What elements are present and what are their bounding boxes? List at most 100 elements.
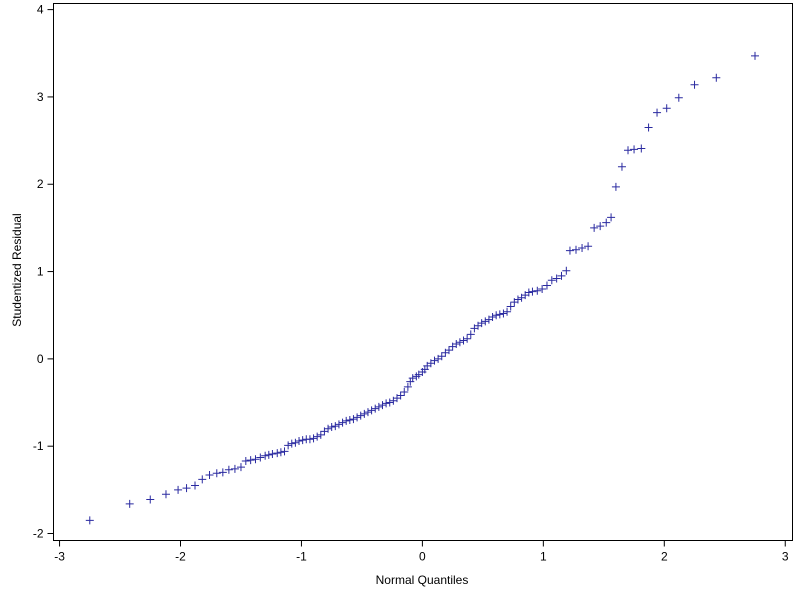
point bbox=[212, 469, 221, 478]
y-tick-label: -2 bbox=[33, 527, 44, 541]
point bbox=[403, 382, 412, 391]
point bbox=[513, 295, 522, 304]
point bbox=[331, 422, 340, 431]
point bbox=[338, 418, 347, 427]
plot-frame bbox=[53, 3, 793, 541]
point bbox=[264, 450, 273, 459]
point bbox=[624, 146, 633, 155]
point bbox=[552, 274, 561, 283]
point bbox=[327, 422, 336, 431]
point bbox=[488, 312, 497, 321]
x-axis-label: Normal Quantiles bbox=[376, 573, 469, 587]
point bbox=[360, 409, 369, 418]
point bbox=[455, 338, 464, 347]
point bbox=[284, 441, 293, 450]
point bbox=[305, 435, 314, 444]
point bbox=[261, 451, 270, 460]
point bbox=[280, 447, 289, 456]
point bbox=[241, 457, 250, 466]
point bbox=[562, 266, 571, 275]
point bbox=[528, 287, 537, 296]
point bbox=[644, 123, 653, 132]
point bbox=[503, 307, 512, 316]
point bbox=[674, 93, 683, 102]
point bbox=[538, 285, 547, 294]
point bbox=[637, 144, 646, 153]
point bbox=[445, 346, 454, 355]
y-tick-label: 1 bbox=[37, 265, 44, 279]
point bbox=[533, 286, 542, 295]
point bbox=[205, 471, 214, 480]
point bbox=[617, 162, 626, 171]
y-tick-label: 4 bbox=[37, 3, 44, 17]
point bbox=[452, 340, 461, 349]
point bbox=[630, 145, 639, 154]
point bbox=[430, 356, 439, 365]
point bbox=[174, 485, 183, 494]
point bbox=[385, 398, 394, 407]
point bbox=[342, 416, 351, 425]
point bbox=[371, 404, 380, 413]
point bbox=[191, 481, 200, 490]
point bbox=[751, 51, 760, 60]
point bbox=[273, 449, 282, 458]
x-tick-label: -3 bbox=[54, 550, 65, 564]
point bbox=[236, 463, 245, 472]
point bbox=[182, 484, 191, 493]
point bbox=[547, 276, 556, 285]
x-tick-label: 0 bbox=[419, 550, 426, 564]
point bbox=[557, 271, 566, 280]
point bbox=[662, 104, 671, 113]
point bbox=[125, 499, 134, 508]
point bbox=[408, 374, 417, 383]
point bbox=[198, 475, 207, 484]
point bbox=[345, 416, 354, 425]
point bbox=[161, 490, 170, 499]
x-tick-label: 3 bbox=[782, 550, 789, 564]
point bbox=[596, 222, 605, 231]
point bbox=[542, 281, 551, 290]
point bbox=[459, 336, 468, 345]
y-tick-label: 3 bbox=[37, 90, 44, 104]
point bbox=[611, 182, 620, 191]
point bbox=[463, 334, 472, 343]
point bbox=[492, 311, 501, 320]
x-tick-label: 2 bbox=[661, 550, 668, 564]
point bbox=[499, 309, 508, 318]
point bbox=[287, 439, 296, 448]
x-tick-label: -1 bbox=[296, 550, 307, 564]
point bbox=[246, 456, 255, 465]
point bbox=[378, 401, 387, 410]
point bbox=[353, 413, 362, 422]
point bbox=[477, 319, 486, 328]
point bbox=[349, 415, 358, 424]
y-axis-label: Studentized Residual bbox=[10, 213, 24, 326]
point bbox=[437, 352, 446, 361]
point bbox=[578, 243, 587, 252]
point bbox=[230, 464, 239, 473]
point bbox=[316, 430, 325, 439]
point bbox=[268, 450, 277, 459]
point bbox=[256, 453, 265, 462]
point bbox=[506, 302, 515, 311]
point bbox=[374, 402, 383, 411]
point bbox=[276, 448, 285, 457]
point bbox=[251, 455, 260, 464]
point bbox=[218, 468, 227, 477]
point bbox=[495, 310, 504, 319]
y-tick-label: 2 bbox=[37, 177, 44, 191]
point bbox=[396, 391, 405, 400]
point bbox=[146, 495, 155, 504]
point bbox=[466, 330, 475, 339]
point bbox=[572, 245, 581, 254]
point bbox=[590, 223, 599, 232]
point bbox=[602, 218, 611, 227]
point bbox=[298, 436, 307, 445]
x-tick-label: 1 bbox=[540, 550, 547, 564]
point bbox=[85, 516, 94, 525]
point bbox=[690, 80, 699, 89]
point bbox=[295, 436, 304, 445]
point bbox=[291, 438, 300, 447]
y-tick-label: -1 bbox=[33, 439, 44, 453]
